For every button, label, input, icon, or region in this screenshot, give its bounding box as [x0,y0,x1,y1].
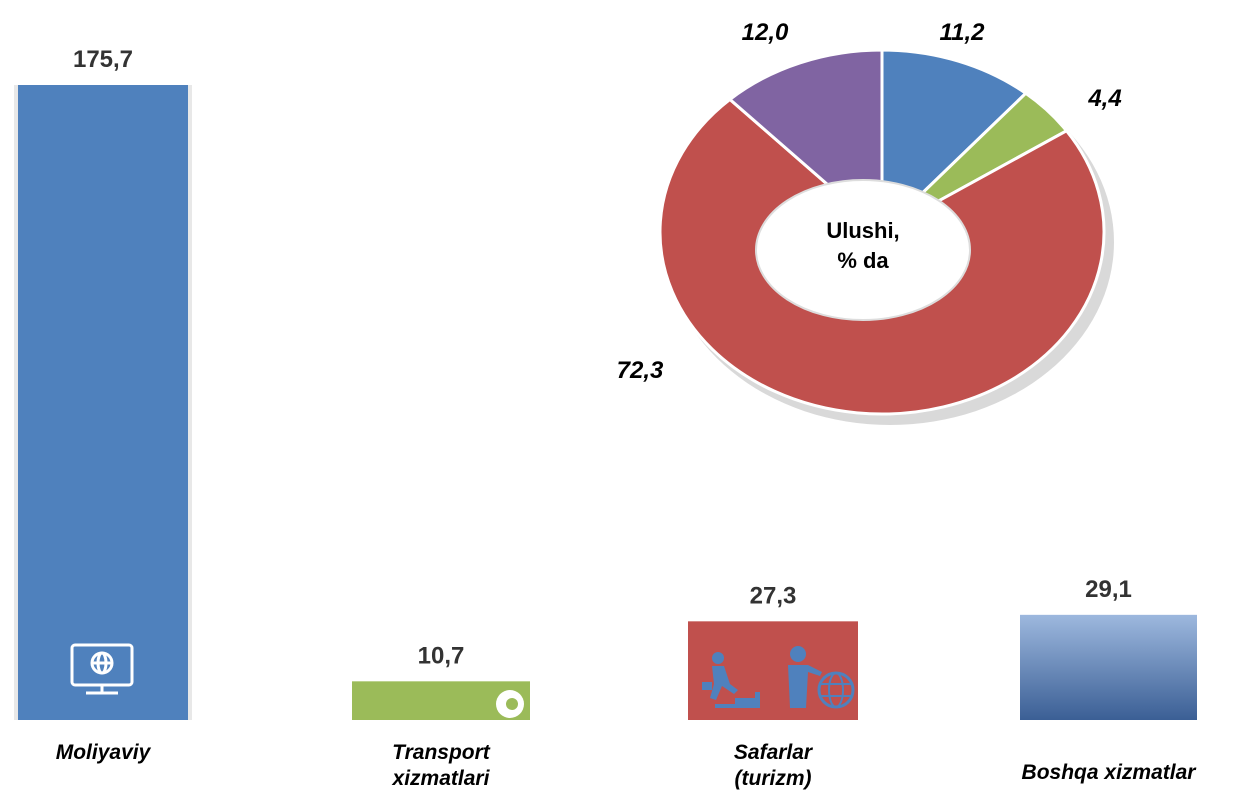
slice-label: 12,0 [742,19,789,46]
suitcase [702,682,712,690]
category-label: Moliyaviy [55,741,151,764]
person-body [710,666,738,700]
monitor-icon [70,643,134,695]
slice-label: 4,4 [1087,85,1121,112]
stairs [715,692,760,708]
center-label: % da [837,248,889,273]
guide-head [790,646,806,662]
slice-label: 11,2 [940,19,986,46]
center-label: Ulushi, [826,218,899,243]
bar [1020,614,1197,720]
value-label: 10,7 [418,642,465,669]
person-head [712,652,724,664]
donut-hole [755,179,971,321]
bar [18,85,188,720]
guide-body [788,665,822,708]
travel-icon [702,646,855,709]
donut-slice [880,48,1029,236]
category-label: Boshqa xizmatlar [1021,761,1196,784]
globe2-line [828,672,844,708]
value-label: 27,3 [750,582,797,609]
category-label: Transport xizmatlari [392,741,490,790]
monitor-screen [70,643,134,687]
globe-line [96,651,108,675]
value-label: 29,1 [1085,576,1132,603]
category-label: Safarlar (turizm) [733,741,813,790]
slice-label: 72,3 [617,357,664,384]
transport-icon-hole [506,698,518,710]
value-label: 175,7 [73,46,133,73]
